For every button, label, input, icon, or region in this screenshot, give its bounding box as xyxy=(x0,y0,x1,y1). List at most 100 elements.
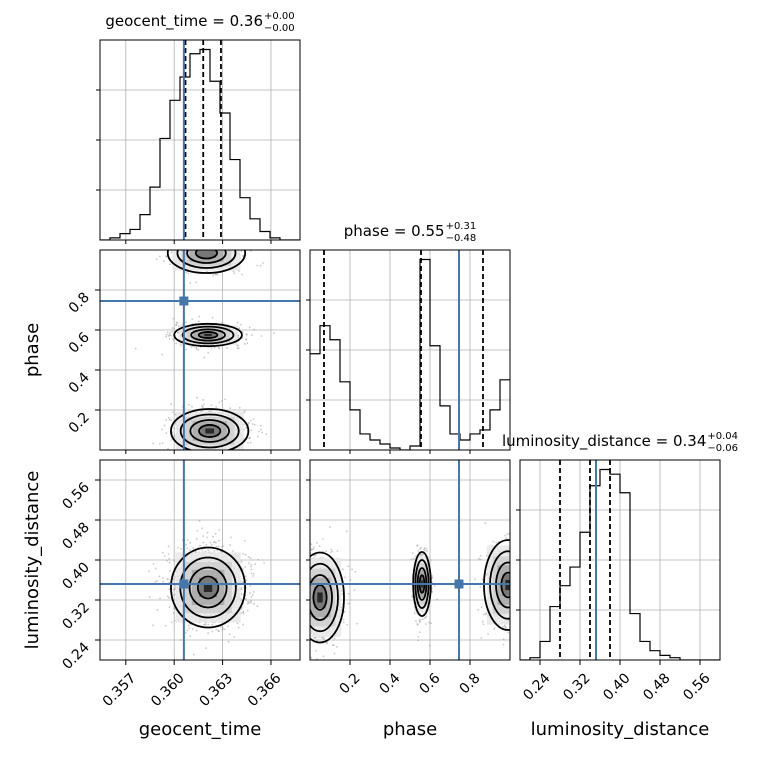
sample-point xyxy=(169,331,171,334)
sample-point xyxy=(304,611,306,613)
title-upper: +0.04 xyxy=(707,431,738,442)
sample-point xyxy=(511,583,513,585)
panel-title: geocent_time = 0.36 +0.00−0.00 xyxy=(105,11,294,34)
sample-point xyxy=(480,637,483,639)
y-tick-label: 0.8 xyxy=(66,290,93,317)
sample-point xyxy=(303,606,305,608)
sample-point xyxy=(297,576,299,578)
sample-point xyxy=(202,246,204,248)
sample-point xyxy=(210,225,212,227)
sample-point xyxy=(306,578,308,580)
sample-point xyxy=(226,347,228,349)
sample-point xyxy=(223,233,225,235)
sample-point xyxy=(411,552,414,555)
histogram-phase xyxy=(310,258,510,450)
x-tick-label: 0.6 xyxy=(417,670,444,697)
sample-point xyxy=(244,597,247,600)
title-text: luminosity_distance = 0.34 xyxy=(502,432,706,451)
sample-point xyxy=(530,589,532,591)
contour xyxy=(194,250,218,260)
sample-point xyxy=(511,568,513,570)
sample-point xyxy=(205,453,207,455)
sample-point xyxy=(241,273,244,276)
panel-title: phase = 0.55 +0.31−0.48 xyxy=(344,221,476,244)
sample-point xyxy=(521,582,523,584)
sample-point xyxy=(201,452,203,454)
sample-point xyxy=(521,626,523,628)
sample-point xyxy=(244,553,247,556)
sample-point xyxy=(349,578,352,581)
sample-point xyxy=(425,547,428,550)
sample-point xyxy=(163,424,166,427)
sample-point xyxy=(306,609,308,611)
sample-point xyxy=(303,586,305,588)
sample-point xyxy=(314,636,317,639)
sample-point xyxy=(211,247,213,249)
sample-point xyxy=(218,245,220,247)
sample-point xyxy=(213,346,216,349)
sample-point xyxy=(134,347,137,350)
sample-point xyxy=(522,596,524,598)
sample-point xyxy=(526,596,528,598)
sample-point xyxy=(515,581,517,583)
contour xyxy=(198,424,222,438)
sample-point xyxy=(247,556,250,558)
sample-point xyxy=(189,452,191,454)
sample-point xyxy=(210,245,212,247)
sample-point xyxy=(301,594,303,596)
sample-point xyxy=(210,543,213,546)
sample-point xyxy=(303,609,305,611)
x-axis-label: luminosity_distance xyxy=(531,719,710,740)
sample-point xyxy=(527,532,529,534)
sample-point xyxy=(216,549,219,552)
sample-point xyxy=(173,427,176,430)
sample-point xyxy=(249,557,252,559)
sample-point xyxy=(303,603,305,605)
sample-point xyxy=(229,407,232,410)
sample-point xyxy=(531,548,533,550)
sample-point xyxy=(302,600,304,602)
sample-point xyxy=(185,271,188,274)
sample-point xyxy=(201,461,203,463)
sample-point xyxy=(516,603,518,605)
sample-point xyxy=(210,246,212,248)
sample-point xyxy=(206,243,208,245)
sample-point xyxy=(173,619,176,622)
sample-point xyxy=(242,623,245,626)
sample-point xyxy=(514,602,516,604)
sample-point xyxy=(230,243,232,245)
sample-point xyxy=(168,606,171,609)
contour xyxy=(196,575,220,600)
sample-point xyxy=(176,245,178,247)
sample-point xyxy=(237,347,240,350)
sample-point xyxy=(528,557,530,559)
sample-point xyxy=(527,601,529,603)
sample-point xyxy=(513,570,515,572)
sample-point xyxy=(148,596,151,599)
sample-point xyxy=(513,568,515,570)
sample-point xyxy=(493,627,496,630)
sample-point xyxy=(205,453,207,455)
sample-point xyxy=(336,550,339,552)
sample-point xyxy=(166,578,169,581)
sample-point xyxy=(530,608,532,610)
sample-point xyxy=(521,561,523,563)
sample-point xyxy=(218,245,220,247)
sample-point xyxy=(295,594,297,596)
sample-point xyxy=(302,551,304,553)
sample-point xyxy=(173,560,176,563)
sample-point xyxy=(301,601,303,603)
y-tick-label: 0.40 xyxy=(59,560,92,593)
sample-point xyxy=(192,547,195,550)
sample-point xyxy=(513,577,515,579)
sample-point xyxy=(240,236,242,238)
sample-point xyxy=(201,243,203,245)
sample-point xyxy=(307,582,309,584)
sample-point xyxy=(201,406,204,409)
sample-point xyxy=(333,637,336,640)
sample-point xyxy=(203,356,206,359)
sample-point xyxy=(210,404,213,407)
sample-point xyxy=(307,591,309,593)
sample-point xyxy=(516,537,518,539)
sample-point xyxy=(254,563,257,566)
